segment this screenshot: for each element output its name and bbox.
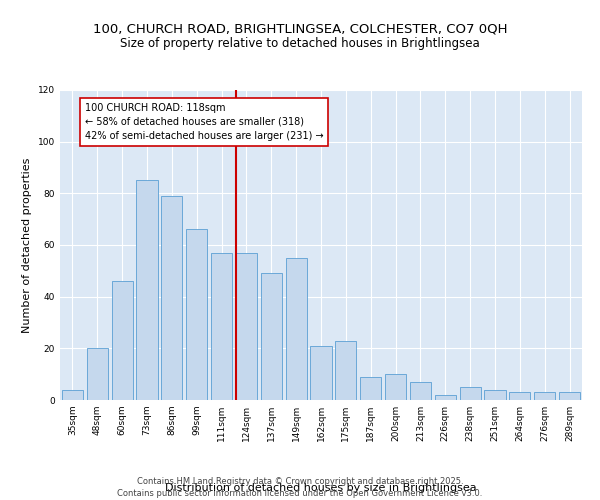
Bar xyxy=(460,387,481,400)
Bar xyxy=(161,196,182,400)
Bar xyxy=(509,392,530,400)
Bar xyxy=(136,180,158,400)
Bar xyxy=(335,340,356,400)
Bar xyxy=(62,390,83,400)
Text: 100, CHURCH ROAD, BRIGHTLINGSEA, COLCHESTER, CO7 0QH: 100, CHURCH ROAD, BRIGHTLINGSEA, COLCHES… xyxy=(93,22,507,36)
Bar xyxy=(261,274,282,400)
Bar xyxy=(360,377,381,400)
Bar xyxy=(87,348,108,400)
Bar xyxy=(385,374,406,400)
Bar xyxy=(186,230,207,400)
Bar xyxy=(534,392,555,400)
Text: 100 CHURCH ROAD: 118sqm
← 58% of detached houses are smaller (318)
42% of semi-d: 100 CHURCH ROAD: 118sqm ← 58% of detache… xyxy=(85,103,323,141)
Text: Size of property relative to detached houses in Brightlingsea: Size of property relative to detached ho… xyxy=(120,38,480,51)
Text: Contains HM Land Registry data © Crown copyright and database right 2025.
Contai: Contains HM Land Registry data © Crown c… xyxy=(118,476,482,498)
Bar xyxy=(410,382,431,400)
Bar xyxy=(236,252,257,400)
Bar xyxy=(211,252,232,400)
Bar xyxy=(559,392,580,400)
Bar xyxy=(484,390,506,400)
Y-axis label: Number of detached properties: Number of detached properties xyxy=(22,158,32,332)
Bar xyxy=(435,395,456,400)
Bar xyxy=(112,281,133,400)
Bar xyxy=(286,258,307,400)
Bar xyxy=(310,346,332,400)
X-axis label: Distribution of detached houses by size in Brightlingsea: Distribution of detached houses by size … xyxy=(165,483,477,493)
